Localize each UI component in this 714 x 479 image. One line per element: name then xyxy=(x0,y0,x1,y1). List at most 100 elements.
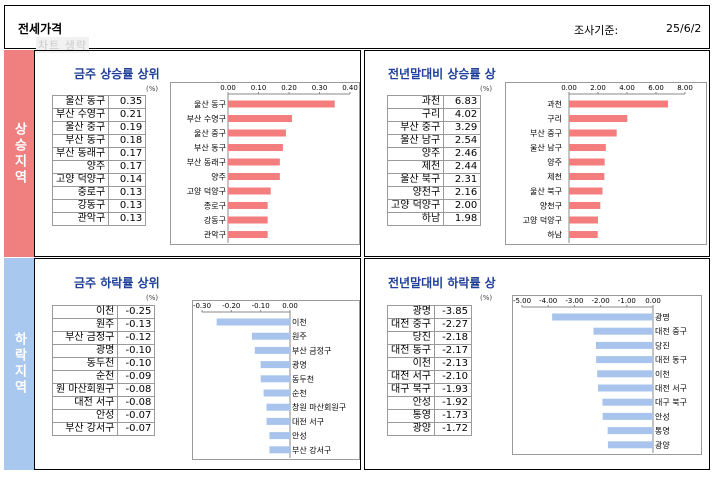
region-name: 과천 xyxy=(386,95,445,109)
category-label: 대전 동구 xyxy=(655,355,687,365)
bar xyxy=(607,441,653,449)
category-label: 부산 수영구 xyxy=(187,114,226,124)
region-name: 관악구 xyxy=(51,212,110,226)
tick-label: -0.10 xyxy=(252,302,270,310)
table-row: 부산 강서구 -0.07 xyxy=(51,422,156,436)
tick-label: -0.30 xyxy=(193,302,211,310)
category-label: 대전 중구 xyxy=(655,326,687,336)
category-label: 울산 중구 xyxy=(194,128,226,138)
category-label: 관악구 xyxy=(204,230,226,240)
change-value: -0.10 xyxy=(117,357,156,371)
change-value: 2.31 xyxy=(443,173,482,187)
bar xyxy=(593,327,653,335)
region-name: 울산 중구 xyxy=(51,121,110,135)
table-row: 대구 북구 -1.93 xyxy=(387,383,472,397)
table-row: 하남 1.98 xyxy=(386,212,482,226)
bar xyxy=(602,412,653,420)
category-label: 광명 xyxy=(655,312,670,322)
unit-label: (%) xyxy=(480,85,493,93)
table-row: 동두천 -0.10 xyxy=(51,357,156,371)
tick-label: 2.00 xyxy=(590,84,606,92)
panel-ytd-fall xyxy=(364,258,710,470)
change-value: 0.18 xyxy=(108,134,147,148)
bar xyxy=(596,356,653,364)
change-value: -0.08 xyxy=(117,383,156,397)
header-bar xyxy=(4,5,710,49)
region-name: 고양 덕양구 xyxy=(386,199,445,213)
data-table: 광명 -3.85 대전 중구 -2.27 당진 -2.18 대전 동구 -2.17 이천 -2.1… xyxy=(387,305,472,436)
table-row: 제천 2.44 xyxy=(386,160,482,174)
change-value: 2.16 xyxy=(443,186,482,200)
panel-weekly-rise xyxy=(34,50,361,257)
bar xyxy=(569,187,603,195)
table-row: 양주 2.46 xyxy=(386,147,482,161)
bar xyxy=(251,332,290,340)
table-row: 대전 동구 -2.17 xyxy=(387,344,472,358)
bar xyxy=(228,173,280,180)
category-label: 부산 중구 xyxy=(530,128,562,138)
bar xyxy=(595,341,653,349)
region-name: 대전 동구 xyxy=(387,344,435,358)
category-label: 양주 xyxy=(547,158,562,167)
tick-label: -5.00 xyxy=(513,297,531,305)
change-value: -0.12 xyxy=(117,331,156,345)
unit-label: (%) xyxy=(146,294,159,302)
table-row: 안성 -0.07 xyxy=(51,409,156,423)
bar xyxy=(266,417,290,425)
change-value: 3.29 xyxy=(443,121,482,135)
bar xyxy=(569,231,598,238)
category-label: 광양 xyxy=(655,440,670,450)
table-row: 구리 4.02 xyxy=(386,108,482,122)
region-name: 울산 북구 xyxy=(386,173,445,187)
unit-label: (%) xyxy=(146,85,159,93)
bar xyxy=(602,398,653,406)
category-label: 원주 xyxy=(292,332,307,341)
bar xyxy=(228,100,335,108)
tick-label: -4.00 xyxy=(539,297,557,305)
region-name: 양주 xyxy=(51,160,110,174)
category-label: 고양 덕양구 xyxy=(523,215,562,225)
bar xyxy=(569,158,605,166)
change-value: 0.13 xyxy=(108,212,147,226)
change-value: 6.83 xyxy=(443,95,482,109)
table-row: 대전 서구 -2.10 xyxy=(387,370,472,384)
table-row: 광양 -1.72 xyxy=(387,422,472,436)
category-label: 안성 xyxy=(292,431,307,441)
tick-label: 6.00 xyxy=(648,84,664,92)
table-row: 광명 -3.85 xyxy=(387,305,472,319)
bar xyxy=(552,313,653,321)
bar xyxy=(254,346,290,354)
region-name: 구리 xyxy=(386,108,445,122)
category-label: 제천 xyxy=(547,172,562,182)
category-label: 창원 마산회원구 xyxy=(292,402,346,412)
change-value: -0.07 xyxy=(117,422,156,436)
category-label: 통영 xyxy=(655,426,670,436)
bar xyxy=(569,100,669,108)
tick-label: 0.30 xyxy=(312,84,328,92)
change-value: -3.85 xyxy=(433,305,472,319)
change-value: 2.44 xyxy=(443,160,482,174)
table-row: 강동구 0.13 xyxy=(51,199,147,213)
table-row: 대전 중구 -2.27 xyxy=(387,318,472,332)
change-value: -1.72 xyxy=(433,422,472,436)
region-name: 동두천 xyxy=(51,357,119,371)
table-row: 부산 동구 0.18 xyxy=(51,134,147,148)
region-name: 중로구 xyxy=(51,186,110,200)
change-value: 0.13 xyxy=(108,186,147,200)
category-label: 양주 xyxy=(211,173,226,182)
category-label: 울산 동구 xyxy=(194,99,226,109)
change-value: 2.00 xyxy=(443,199,482,213)
change-value: 0.13 xyxy=(108,199,147,213)
region-name: 광명 xyxy=(51,344,119,358)
category-label: 안성 xyxy=(655,411,670,421)
bar xyxy=(228,202,268,209)
category-label: 고양 덕양구 xyxy=(187,186,226,196)
bar xyxy=(228,158,280,166)
category-label: 광명 xyxy=(292,360,307,370)
tick-label: 0.00 xyxy=(645,297,661,305)
region-name: 광명 xyxy=(387,305,435,319)
bar xyxy=(569,115,628,122)
